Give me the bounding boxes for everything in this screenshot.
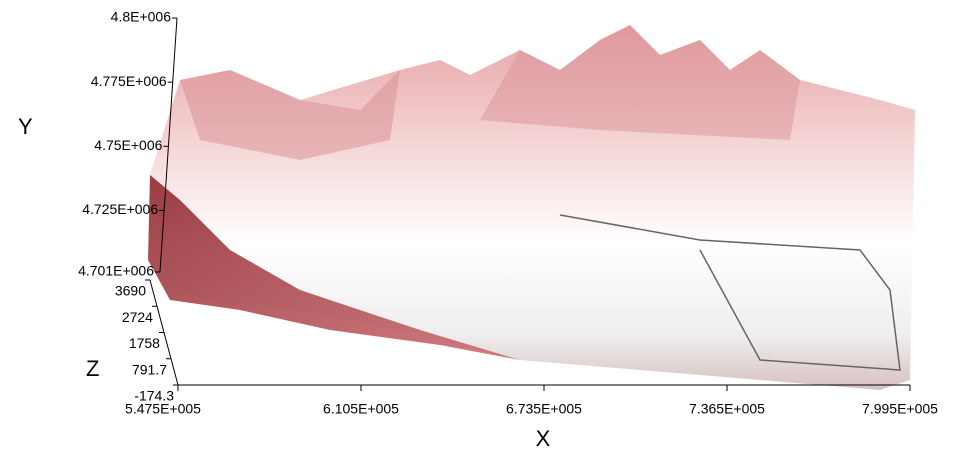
z-axis	[149, 279, 179, 386]
x-axis-label: X	[536, 426, 551, 451]
y-tick-label: 4.725E+006	[82, 201, 158, 217]
z-tick-label: -174.3	[134, 388, 174, 404]
z-tick-label: 791.7	[132, 361, 167, 377]
z-tick-label: 1758	[129, 335, 160, 351]
x-tick-label: 5.475E+005	[125, 401, 201, 417]
surface-peak	[480, 25, 800, 140]
x-tick-label: 6.735E+005	[506, 401, 582, 417]
surface-ridge	[148, 175, 520, 360]
x-tick-label: 6.105E+005	[323, 401, 399, 417]
y-tick-label: 4.701E+006	[78, 263, 154, 279]
z-tick-label: 3690	[115, 283, 146, 299]
y-tick-label: 4.75E+006	[94, 137, 162, 153]
y-tick-label: 4.8E+006	[111, 9, 172, 25]
z-tick-label: 2724	[122, 309, 153, 325]
y-axis-label: Y	[18, 114, 33, 139]
surface	[148, 25, 915, 390]
surface-peak	[180, 70, 400, 160]
y-axis	[159, 17, 178, 273]
x-tick-label: 7.365E+005	[689, 401, 765, 417]
x-tick-label: 7.995E+005	[862, 401, 938, 417]
y-tick-label: 4.775E+006	[91, 73, 167, 89]
z-axis-label: Z	[86, 356, 99, 381]
surface-edge	[559, 214, 901, 371]
